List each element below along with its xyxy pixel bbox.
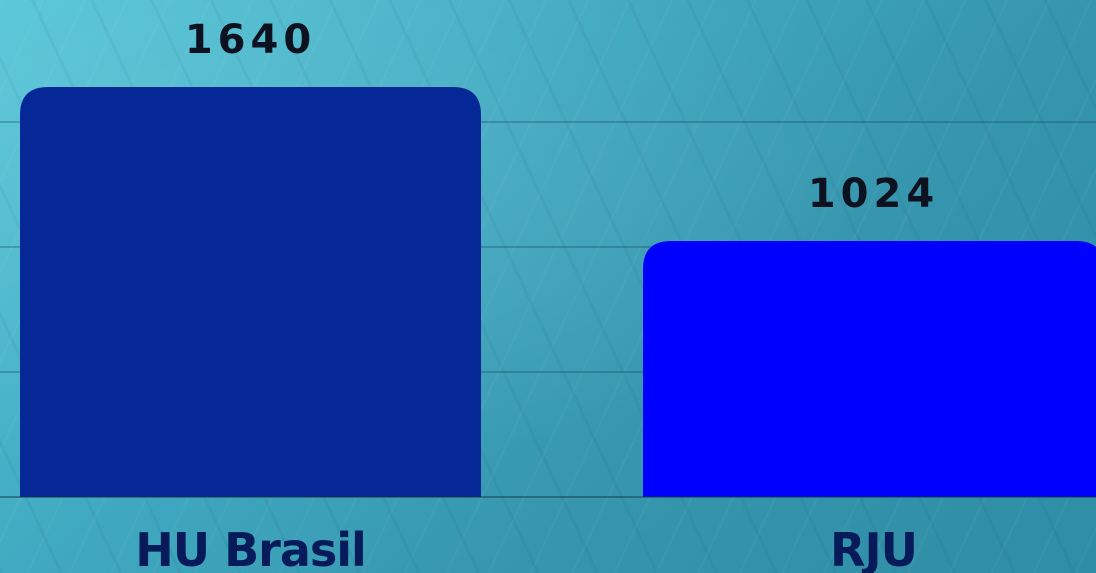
value-label-rju: 1024 [808, 171, 939, 217]
bar-hu-brasil [20, 87, 481, 497]
bar-rju [643, 241, 1096, 497]
bars [20, 87, 1096, 497]
value-label-hu-brasil: 1640 [185, 17, 316, 63]
category-label-rju: RJU [830, 523, 917, 573]
category-label-hu-brasil: HU Brasil [135, 523, 366, 573]
